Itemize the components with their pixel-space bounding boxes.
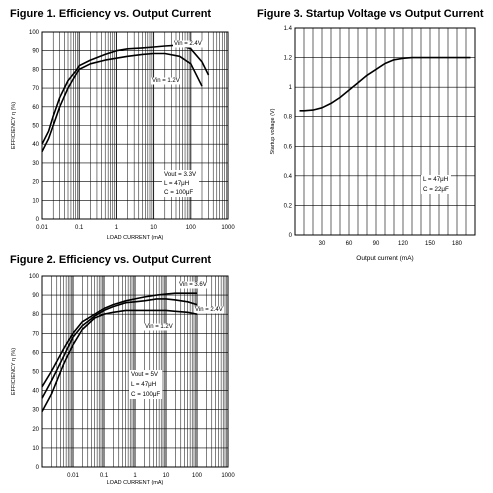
chart2-x-tick-label: 1 [133,473,137,479]
chart2-y-tick-label: 70 [32,331,39,337]
chart1-y-tick-label: 30 [32,161,39,167]
chart3-x-tick-label: 120 [398,241,409,247]
chart2-y-tick-label: 0 [36,465,40,471]
chart2-x-tick-label: 100 [192,473,203,479]
chart1-y-tick-label: 90 [32,49,39,55]
chart1-series-label-2: Vin = 1.2V [152,78,180,84]
chart3-y-axis-label: Startup voltage (V) [270,108,276,154]
figure-3-title: Figure 3. Startup Voltage vs Output Curr… [257,8,484,20]
chart2-annotation-line: L = 47μH [131,381,156,388]
chart2-series-label-bg [194,306,224,314]
chart3-x-tick-label: 30 [319,241,326,247]
chart1-series-label-1: Vin = 2.4V [174,41,202,47]
chart1-annotation-box [162,170,200,197]
chart1-series-label-bg [151,77,181,85]
chart3-y-tick-label: 0.6 [284,144,293,150]
chart2-series-line-1 [41,292,197,388]
chart3-x-tick-label: 60 [346,241,353,247]
chart2-x-tick-label: 10 [163,473,170,479]
chart1-y-tick-label: 50 [32,124,39,130]
chart1-x-tick-label: 1000 [221,225,235,231]
chart3-y-tick-label: 1.2 [284,56,293,62]
chart1-x-tick-label: 10 [150,225,157,231]
chart2-x-tick-label: 1000 [221,473,235,479]
chart2-y-tick-label: 60 [32,350,39,356]
chart1-series-line-1 [41,44,210,145]
chart3-series-line-1 [299,56,471,112]
chart3-y-tick-label: 0.8 [284,115,293,121]
chart3-x-tick-label: 180 [452,241,463,247]
chart2-series-label-bg [178,281,208,289]
chart1-y-tick-label: 60 [32,105,39,111]
chart2-series-label-3: Vin = 1.2V [145,324,173,330]
chart2-y-tick-label: 80 [32,312,39,318]
chart2-y-tick-label: 100 [29,274,40,280]
chart2-y-tick-label: 30 [32,408,39,414]
chart2-annotation-box [129,370,163,399]
chart3-x-axis-label: Output current (mA) [356,255,413,262]
figure-2-title: Figure 2. Efficiency vs. Output Current [10,254,212,266]
chart1-x-axis-label: LOAD CURRENT (mA) [107,235,164,241]
chart2-series-label-2: Vin = 2.4V [195,307,223,313]
chart3-y-tick-label: 0.2 [284,203,293,209]
chart2-annotation-line: C = 100μF [131,391,160,398]
chart3-y-tick-label: 1.4 [284,26,293,32]
chart3-y-tick-label: 1 [289,85,293,91]
chart2-y-tick-label: 10 [32,446,39,452]
chart2-y-tick-label: 90 [32,293,39,299]
chart1-x-tick-label: 100 [186,225,197,231]
chart1-y-tick-label: 70 [32,86,39,92]
chart2-y-axis-label: EFFICIENCY η (%) [11,348,17,395]
chart3-y-tick-label: 0.4 [284,174,293,180]
chart1-y-tick-label: 20 [32,180,39,186]
chart1-x-tick-label: 0.1 [75,225,84,231]
chart2-annotation-line: Vout = 5V [131,371,159,378]
chart1-y-tick-label: 0 [36,217,40,223]
chart3-annotation-line: C = 22μF [423,186,449,193]
chart2-x-tick-label: 0.01 [67,473,79,479]
chart3-x-tick-label: 150 [425,241,436,247]
chart2-series-line-2 [41,298,198,399]
chart2-series-label-bg [144,323,174,331]
chart2-series-line-3 [41,309,198,412]
chart3-plot-frame [294,27,476,236]
chart1-annotation-line: Vout = 3.3V [164,171,197,178]
chart1-series-line-2 [41,52,203,153]
chart1-x-tick-label: 1 [115,225,119,231]
chart2-x-axis-label: LOAD CURRENT (mA) [107,480,164,486]
chart1-y-tick-label: 10 [32,198,39,204]
chart1-y-tick-label: 40 [32,142,39,148]
chart1-series-label-bg [173,40,203,48]
chart1-plot-frame [41,31,229,220]
chart3-annotation-line: L = 47μH [423,176,448,183]
chart3-y-tick-label: 0 [289,233,293,239]
chart2-plot-frame [41,275,229,468]
chart2-y-tick-label: 40 [32,389,39,395]
chart1-annotation-line: C = 100μF [164,189,193,196]
chart2-x-tick-label: 0.1 [100,473,109,479]
chart1-y-tick-label: 80 [32,67,39,73]
chart3-annotation-box [421,175,451,194]
chart2-series-label-1: Vin = 3.6V [179,282,207,288]
chart2-y-tick-label: 50 [32,370,39,376]
chart3-x-tick-label: 90 [373,241,380,247]
chart2-y-tick-label: 20 [32,427,39,433]
chart1-y-axis-label: EFFICIENCY η (%) [11,102,17,149]
chart1-y-tick-label: 100 [29,30,40,36]
figure-1-title: Figure 1. Efficiency vs. Output Current [10,8,212,20]
chart1-x-tick-label: 0.01 [36,225,48,231]
chart1-annotation-line: L = 47μH [164,180,189,187]
